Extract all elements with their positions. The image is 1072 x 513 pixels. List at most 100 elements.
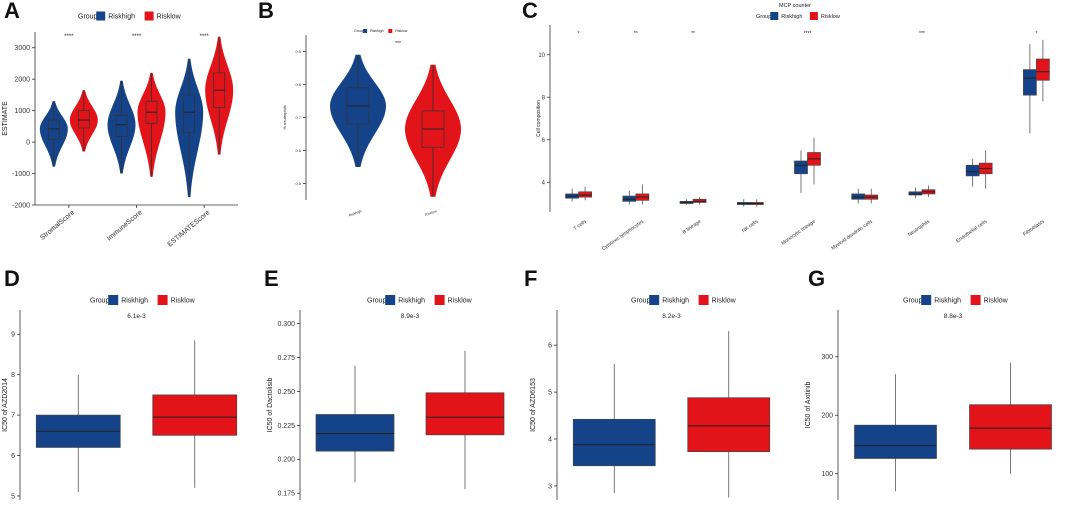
y-tick-label: 4 xyxy=(542,180,546,186)
box-risklow-box xyxy=(425,392,505,436)
legend-swatch-risklow xyxy=(388,29,393,33)
p-value-label: 8.2e-3 xyxy=(662,313,681,320)
legend-label-riskhigh: Riskhigh xyxy=(934,297,961,304)
box-risklow-box xyxy=(152,394,238,436)
significance-label: ** xyxy=(691,31,695,37)
y-tick-label: 1000 xyxy=(14,108,30,115)
chart-c: MCP counter Group Riskhigh Risklow 4 6 8 10 Cell… xyxy=(536,3,1050,252)
significance-label: **** xyxy=(199,34,209,40)
y-tick-label: 4 xyxy=(548,436,552,443)
y-axis-label: Cell composition xyxy=(536,100,542,137)
y-tick-label: 3 xyxy=(548,483,552,490)
y-tick-label: 8 xyxy=(542,95,546,101)
significance-label: *** xyxy=(919,31,925,37)
legend-title: Group xyxy=(367,297,387,304)
p-value-label: 8.9e-3 xyxy=(401,313,420,320)
x-tick-label: Risklow xyxy=(425,209,438,217)
box-riskhigh-8-box xyxy=(1023,69,1037,96)
box-risklow-2-box xyxy=(692,198,707,203)
y-tick-label: 0.7 xyxy=(295,115,301,120)
panel-letter-g: G xyxy=(808,266,826,291)
x-tick-label: ImmuneScore xyxy=(106,209,144,242)
y-axis-label: IC50 of Axitinib xyxy=(805,382,812,429)
violin-riskhigh-box xyxy=(115,115,128,137)
x-tick-label: Myeloid dendritic cells xyxy=(830,218,874,251)
y-tick-label: 5 xyxy=(548,390,552,397)
box-riskhigh-6-box xyxy=(908,191,923,196)
panel-letter-c: C xyxy=(522,0,538,23)
y-tick-label: 9 xyxy=(11,332,15,339)
x-tick-label: ESTIMATEScore xyxy=(167,209,212,248)
box-riskhigh-7-box xyxy=(965,164,980,177)
legend-label-risklow: Risklow xyxy=(984,297,1009,304)
legend-label-risklow: Risklow xyxy=(171,297,196,304)
y-tick-label: 6 xyxy=(548,343,552,350)
legend-label-riskhigh: Riskhigh xyxy=(108,13,135,20)
legend-label-risklow: Risklow xyxy=(821,14,840,20)
box-risklow-0-box xyxy=(578,191,592,198)
chart-g: Group Riskhigh Risklow 100 200 300 IC50 of Axi… xyxy=(805,295,1052,500)
legend-title: Group xyxy=(354,29,364,33)
box-riskhigh-box xyxy=(315,414,395,452)
legend-title: Group xyxy=(90,297,110,304)
box-risklow-box xyxy=(969,404,1052,450)
y-tick-label: -1000 xyxy=(12,171,30,178)
y-axis-label: % neutrophils xyxy=(282,105,287,129)
legend-label-risklow: Risklow xyxy=(157,13,182,20)
panel-d: D Group Riskhigh Risklow 5 6 7 8 9 IC50 of AZD20… xyxy=(0,262,258,508)
box-risklow-box xyxy=(687,397,771,453)
violin-riskhigh-estimatescore xyxy=(175,58,204,198)
violin-riskhigh-stromalscore xyxy=(39,101,68,167)
legend-swatch-riskhigh xyxy=(96,11,106,21)
violin-risklow xyxy=(405,64,461,197)
panel-a: A Group Riskhigh Risklow -2000 -1000 0 1000 200… xyxy=(0,0,240,252)
legend-swatch-risklow xyxy=(698,295,709,305)
panel-letter-a: A xyxy=(4,0,20,23)
legend-label-risklow: Risklow xyxy=(395,29,408,33)
y-tick-label: 0.175 xyxy=(277,491,295,498)
significance-label: **** xyxy=(132,34,142,40)
x-tick-label: StromalScore xyxy=(39,209,76,242)
chart-d: Group Riskhigh Risklow 5 6 7 8 9 IC50 of AZD2014… xyxy=(2,295,238,500)
legend-label-riskhigh: Riskhigh xyxy=(781,14,802,20)
legend-swatch-risklow xyxy=(809,12,818,20)
chart-a: Group Riskhigh Risklow -2000 -1000 0 1000 2000 3… xyxy=(2,11,238,248)
legend-swatch-risklow xyxy=(157,295,168,305)
panel-letter-e: E xyxy=(264,266,279,291)
x-tick-label: Endothelial cells xyxy=(955,218,988,244)
y-tick-label: 0.9 xyxy=(295,49,301,54)
legend-title: Group xyxy=(756,14,771,20)
significance-label: **** xyxy=(64,34,74,40)
violin-riskhigh-box xyxy=(183,94,196,134)
y-tick-label: 8 xyxy=(11,372,15,379)
y-tick-label: 300 xyxy=(821,354,833,361)
violin-risklow-stromalscore xyxy=(69,90,98,152)
x-tick-label: Cytotoxic lymphocytes xyxy=(601,218,646,252)
y-tick-label: 0.275 xyxy=(277,355,295,362)
y-tick-label: 0.250 xyxy=(277,389,295,396)
panel-letter-f: F xyxy=(524,266,538,291)
legend-label-riskhigh: Riskhigh xyxy=(121,297,148,304)
x-tick-label: NK cells xyxy=(741,218,760,234)
p-value-label: 8.8e-3 xyxy=(944,313,963,320)
legend-title: Group xyxy=(903,297,923,304)
violin-risklow-box xyxy=(77,110,90,129)
y-tick-label: 10 xyxy=(538,53,545,59)
y-tick-label: 7 xyxy=(11,413,15,420)
box-risklow-8-box xyxy=(1036,58,1050,81)
panel-letter-d: D xyxy=(4,266,20,291)
x-tick-label: Monocytic lineage xyxy=(780,219,816,247)
y-tick-label: 0.5 xyxy=(295,181,301,186)
y-tick-label: 0.6 xyxy=(295,148,301,153)
y-tick-label: -2000 xyxy=(12,202,30,209)
legend-swatch-riskhigh xyxy=(921,295,932,305)
y-axis-label: IC50 of Dactolisib xyxy=(267,377,274,432)
legend-swatch-riskhigh xyxy=(770,12,779,20)
box-riskhigh-4-box xyxy=(794,160,808,175)
y-tick-label: 0.225 xyxy=(277,423,295,430)
panel-letter-b: B xyxy=(258,0,274,23)
significance-label: ** xyxy=(634,31,638,37)
box-riskhigh-box xyxy=(572,418,656,467)
legend-swatch-riskhigh xyxy=(385,295,396,305)
y-tick-label: 3000 xyxy=(14,45,30,52)
